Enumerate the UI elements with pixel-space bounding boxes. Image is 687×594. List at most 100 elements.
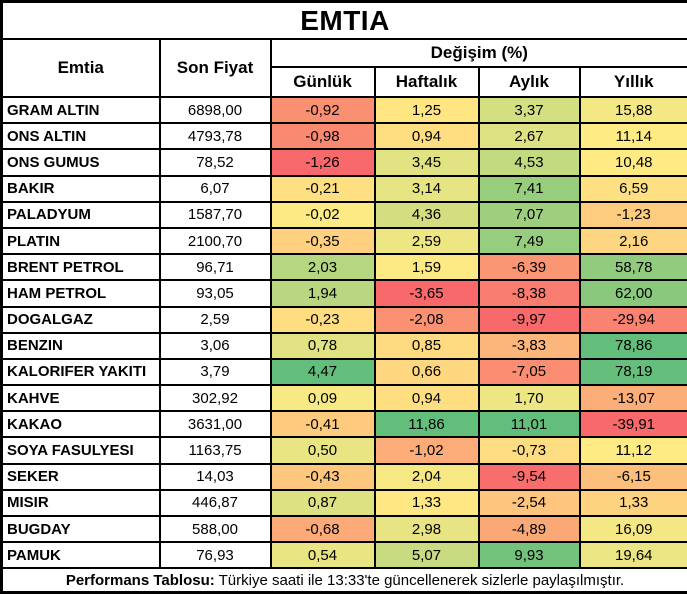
column-header-haftalik: Haftalık [375, 67, 479, 97]
change-cell-aylik: 9,93 [479, 542, 580, 568]
commodity-name-cell: BRENT PETROL [2, 254, 160, 280]
commodity-name-cell: GRAM ALTIN [2, 97, 160, 123]
last-price-cell: 3631,00 [160, 411, 271, 437]
change-cell-haftalik: 3,45 [375, 149, 479, 175]
change-cell-aylik: -9,54 [479, 464, 580, 490]
change-cell-yillik: -39,91 [580, 411, 687, 437]
change-cell-yillik: 58,78 [580, 254, 687, 280]
last-price-cell: 6898,00 [160, 97, 271, 123]
change-cell-aylik: 7,41 [479, 176, 580, 202]
change-cell-aylik: 2,67 [479, 123, 580, 149]
column-header-yillik: Yıllık [580, 67, 687, 97]
change-cell-aylik: 4,53 [479, 149, 580, 175]
change-cell-haftalik: -2,08 [375, 307, 479, 333]
footer-note-label: Performans Tablosu: [66, 572, 215, 589]
change-cell-aylik: 11,01 [479, 411, 580, 437]
commodity-name-cell: MISIR [2, 490, 160, 516]
last-price-cell: 93,05 [160, 280, 271, 306]
column-header-emtia: Emtia [2, 39, 160, 97]
change-cell-yillik: -29,94 [580, 307, 687, 333]
last-price-cell: 6,07 [160, 176, 271, 202]
change-cell-haftalik: -3,65 [375, 280, 479, 306]
last-price-cell: 96,71 [160, 254, 271, 280]
footer-row: Performans Tablosu: Türkiye saati ile 13… [2, 568, 687, 593]
change-cell-gunluk: 0,09 [271, 385, 375, 411]
change-cell-aylik: -4,89 [479, 516, 580, 542]
last-price-cell: 2100,70 [160, 228, 271, 254]
commodity-name-cell: SOYA FASULYESI [2, 437, 160, 463]
change-cell-haftalik: 3,14 [375, 176, 479, 202]
change-cell-haftalik: 4,36 [375, 202, 479, 228]
commodity-name-cell: ONS GUMUS [2, 149, 160, 175]
change-cell-haftalik: 11,86 [375, 411, 479, 437]
change-cell-aylik: -8,38 [479, 280, 580, 306]
column-header-degisim: Değişim (%) [271, 39, 687, 67]
column-header-aylik: Aylık [479, 67, 580, 97]
change-cell-haftalik: 0,85 [375, 333, 479, 359]
change-cell-aylik: 7,49 [479, 228, 580, 254]
last-price-cell: 2,59 [160, 307, 271, 333]
change-cell-aylik: -2,54 [479, 490, 580, 516]
change-cell-gunluk: 0,50 [271, 437, 375, 463]
change-cell-aylik: 7,07 [479, 202, 580, 228]
change-cell-yillik: 62,00 [580, 280, 687, 306]
last-price-cell: 1587,70 [160, 202, 271, 228]
change-cell-haftalik: 2,98 [375, 516, 479, 542]
change-cell-gunluk: -0,98 [271, 123, 375, 149]
change-cell-haftalik: 2,59 [375, 228, 479, 254]
change-cell-haftalik: 1,33 [375, 490, 479, 516]
commodity-name-cell: PLATIN [2, 228, 160, 254]
commodity-name-cell: BENZIN [2, 333, 160, 359]
change-cell-gunluk: -0,23 [271, 307, 375, 333]
last-price-cell: 14,03 [160, 464, 271, 490]
change-cell-gunluk: -1,26 [271, 149, 375, 175]
change-cell-aylik: -3,83 [479, 333, 580, 359]
change-cell-aylik: 1,70 [479, 385, 580, 411]
column-header-son-fiyat: Son Fiyat [160, 39, 271, 97]
change-cell-aylik: -7,05 [479, 359, 580, 385]
change-cell-gunluk: -0,21 [271, 176, 375, 202]
change-cell-aylik: -0,73 [479, 437, 580, 463]
commodity-name-cell: DOGALGAZ [2, 307, 160, 333]
last-price-cell: 302,92 [160, 385, 271, 411]
header-row-main: Emtia Son Fiyat Değişim (%) [2, 39, 687, 67]
change-cell-yillik: 6,59 [580, 176, 687, 202]
last-price-cell: 1163,75 [160, 437, 271, 463]
change-cell-haftalik: 1,59 [375, 254, 479, 280]
last-price-cell: 76,93 [160, 542, 271, 568]
commodity-name-cell: ONS ALTIN [2, 123, 160, 149]
change-cell-gunluk: 0,78 [271, 333, 375, 359]
change-cell-yillik: 11,14 [580, 123, 687, 149]
page-title: EMTIA [2, 2, 687, 40]
last-price-cell: 3,79 [160, 359, 271, 385]
change-cell-aylik: 3,37 [479, 97, 580, 123]
change-cell-haftalik: -1,02 [375, 437, 479, 463]
last-price-cell: 588,00 [160, 516, 271, 542]
commodity-name-cell: PALADYUM [2, 202, 160, 228]
change-cell-gunluk: 0,54 [271, 542, 375, 568]
change-cell-gunluk: -0,41 [271, 411, 375, 437]
change-cell-aylik: -9,97 [479, 307, 580, 333]
commodity-name-cell: KALORIFER YAKITI [2, 359, 160, 385]
last-price-cell: 446,87 [160, 490, 271, 516]
last-price-cell: 3,06 [160, 333, 271, 359]
change-cell-gunluk: -0,92 [271, 97, 375, 123]
change-cell-aylik: -6,39 [479, 254, 580, 280]
change-cell-yillik: 15,88 [580, 97, 687, 123]
title-row: EMTIA [2, 2, 687, 40]
footer-note-text: Türkiye saati ile 13:33'te güncellenerek… [219, 572, 625, 589]
change-cell-gunluk: -0,35 [271, 228, 375, 254]
change-cell-gunluk: 0,87 [271, 490, 375, 516]
